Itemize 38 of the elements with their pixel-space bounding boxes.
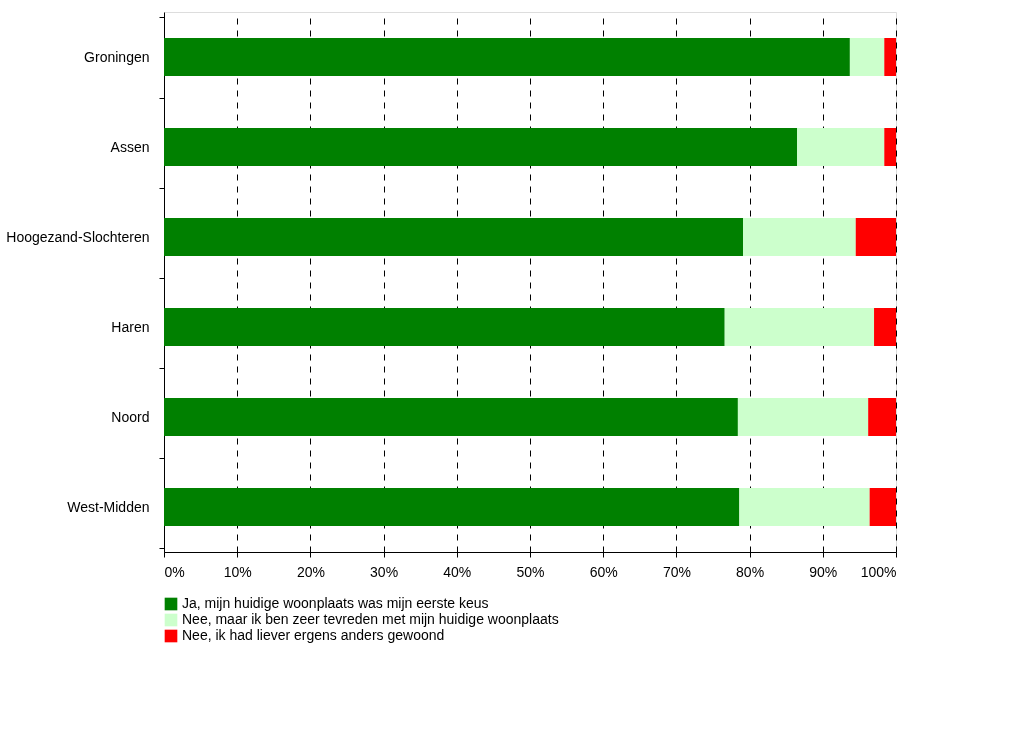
y-tick-label: Haren — [111, 318, 150, 335]
y-tick-label: Groningen — [84, 48, 150, 65]
bar — [868, 398, 896, 436]
legend-label: Nee, ik had liever ergens anders gewoond — [182, 627, 445, 643]
y-tick-label: Hoogezand-Slochteren — [6, 228, 150, 245]
x-tick-label: 70% — [662, 563, 691, 580]
bar — [739, 488, 870, 526]
x-tick-label: 100% — [860, 563, 897, 580]
legend-label: Nee, maar ik ben zeer tevreden met mijn huidige woonplaats — [182, 611, 559, 627]
y-tick-label: Assen — [110, 138, 150, 155]
bar — [164, 218, 744, 256]
bar — [884, 128, 896, 166]
bar — [164, 488, 740, 526]
bar — [869, 488, 896, 526]
legend-label: Ja, mijn huidige woonplaats was mijn eerste keus — [182, 595, 489, 611]
bar — [849, 38, 885, 76]
bar — [855, 218, 896, 256]
y-tick-label: West-Midden — [67, 498, 150, 515]
y-tick-label: Noord — [111, 408, 150, 425]
x-tick-label: 90% — [809, 563, 838, 580]
x-tick-label: 20% — [296, 563, 325, 580]
bar — [737, 398, 869, 436]
x-tick-label: 0% — [164, 563, 185, 580]
bar — [164, 308, 725, 346]
bar — [164, 38, 850, 76]
bar — [797, 128, 885, 166]
bar — [724, 308, 875, 346]
x-tick-label: 40% — [443, 563, 472, 580]
x-tick-label: 60% — [589, 563, 618, 580]
x-tick-label: 30% — [370, 563, 399, 580]
x-tick-label: 50% — [516, 563, 545, 580]
bar — [164, 128, 798, 166]
bar — [874, 308, 896, 346]
bar — [884, 38, 896, 76]
bar — [743, 218, 856, 256]
x-tick-label: 10% — [223, 563, 252, 580]
bar — [164, 398, 738, 436]
x-tick-label: 80% — [736, 563, 765, 580]
